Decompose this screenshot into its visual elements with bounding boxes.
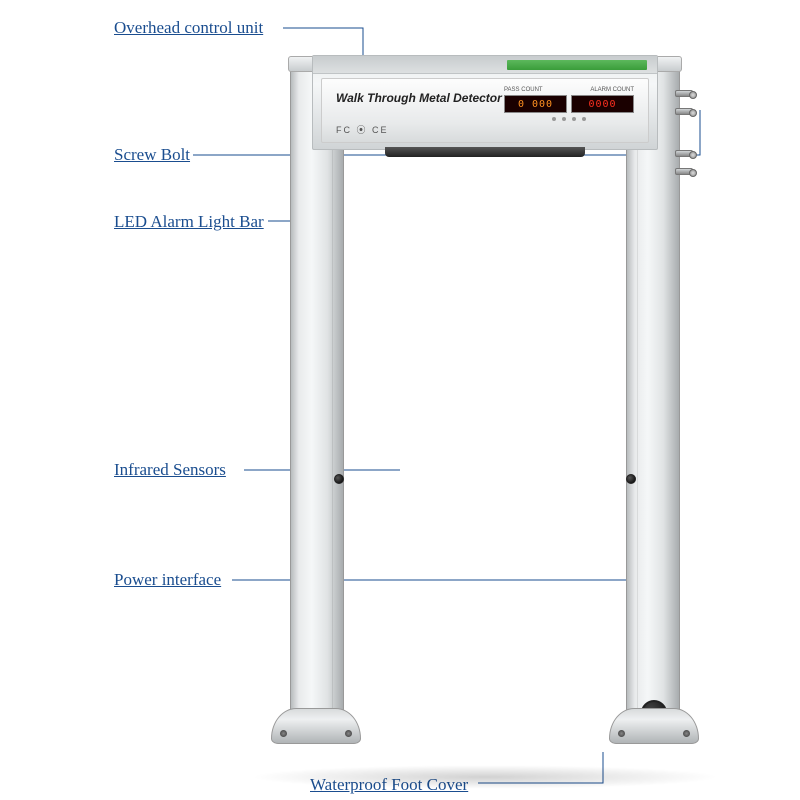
alarm-counter: 0000 [571,95,634,113]
infrared-sensor-icon [626,474,636,484]
panel-title: Walk Through Metal Detector [336,91,502,105]
right-pillar [626,63,680,743]
floor-shadow [250,765,720,789]
left-pillar [290,63,344,743]
pass-counter: 0 000 [504,95,567,113]
alarm-count-label: ALARM COUNT [590,87,634,93]
certification-marks: FC ⦿ CE [336,123,389,136]
counter-block: PASS COUNT ALARM COUNT 0 000 0000 [504,87,634,121]
infrared-sensor-icon [334,474,344,484]
overhead-control-unit: Walk Through Metal Detector PASS COUNT A… [312,55,658,150]
foot-cover-left [271,704,361,744]
screw-bolt-icon [675,90,693,97]
screw-bolt-icon [675,150,693,157]
screw-bolt-icon [675,168,693,175]
pass-count-label: PASS COUNT [504,87,543,93]
foot-cover-right [609,704,699,744]
metal-detector: Walk Through Metal Detector PASS COUNT A… [290,55,680,775]
led-strip-icon [507,60,647,70]
screw-bolt-icon [675,108,693,115]
overhead-slot [385,147,585,157]
